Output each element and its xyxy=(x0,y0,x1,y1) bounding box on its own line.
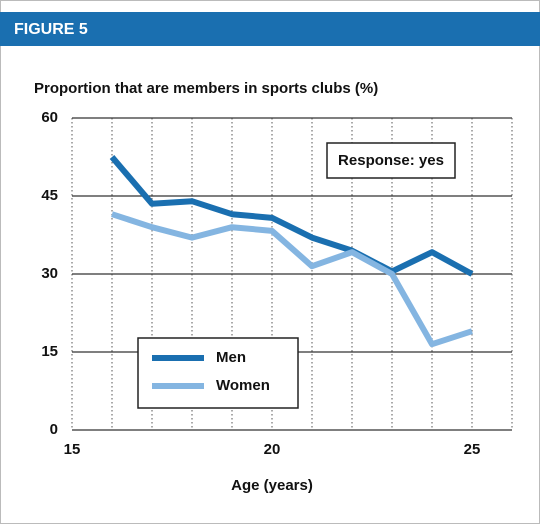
y-tick-label: 30 xyxy=(41,265,58,282)
legend-label: Men xyxy=(216,349,246,366)
legend-box xyxy=(137,337,299,409)
x-tick-label: 25 xyxy=(464,441,481,458)
x-tick-label: 20 xyxy=(264,441,281,458)
annotation: Response: yes xyxy=(338,152,444,169)
header-band xyxy=(0,12,540,46)
annotation-box xyxy=(326,142,456,179)
y-tick-label: 45 xyxy=(41,187,58,204)
chart-title: Proportion that are members in sports cl… xyxy=(34,80,378,97)
y-tick-label: 15 xyxy=(41,343,58,360)
series-line xyxy=(111,211,473,348)
series-line xyxy=(109,155,474,277)
legend-label: Women xyxy=(216,377,270,394)
header-title: FIGURE 5 xyxy=(14,21,88,38)
y-tick-label: 0 xyxy=(50,421,58,438)
x-tick-label: 15 xyxy=(64,441,81,458)
x-axis-label: Age (years) xyxy=(231,477,313,494)
y-tick-label: 60 xyxy=(41,109,58,126)
